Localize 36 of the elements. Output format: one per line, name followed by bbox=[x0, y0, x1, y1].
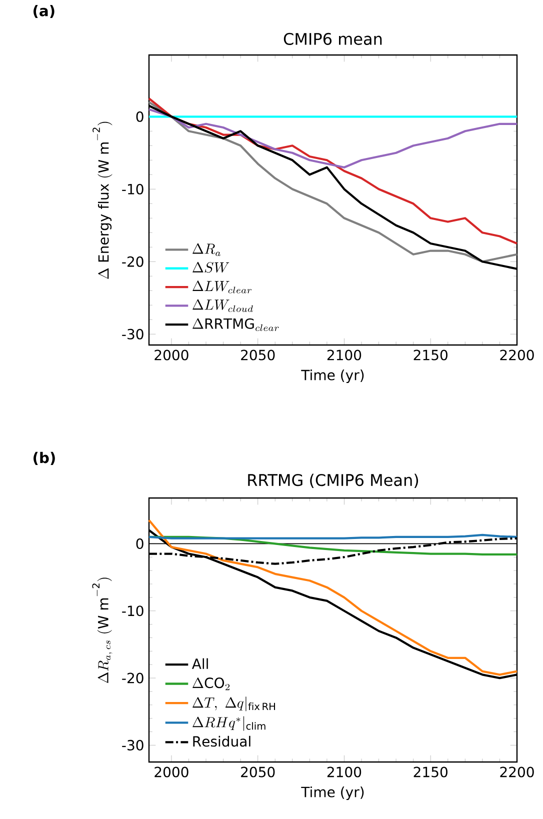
x-tick-label: 2100 bbox=[327, 350, 362, 360]
y-tick-label: -20 bbox=[122, 672, 144, 684]
legend-label: $\Delta\mathrm{RRTMG}_{clear}$ bbox=[192, 318, 279, 331]
y-tick-label: -10 bbox=[122, 184, 144, 194]
x-tick-label: 2000 bbox=[154, 766, 188, 778]
legend-label: $\Delta RHq^*|_{\mathrm{clim}}$ bbox=[192, 716, 266, 731]
legend-label: $\Delta SW$ bbox=[192, 262, 230, 273]
y-tick-label: -20 bbox=[122, 256, 144, 267]
y-tick-label: 0 bbox=[136, 111, 144, 122]
text: (b) bbox=[34, 452, 55, 465]
x-tick-label: 2050 bbox=[241, 766, 275, 778]
x-axis-title: Time (yr) bbox=[301, 786, 364, 800]
x-tick-label: 2200 bbox=[500, 350, 534, 360]
legend-label: $\mathrm{All}$ bbox=[192, 658, 208, 669]
legend-label: $\Delta R_a$ bbox=[192, 243, 220, 256]
y-tick-label: -30 bbox=[122, 740, 144, 750]
x-tick-label: 2200 bbox=[500, 766, 534, 778]
y-axis-title: $\Delta\ \mathrm{Energy\ flux\ (W\ m^{-2})}$ bbox=[92, 122, 112, 279]
chart-title: CMIP6 mean bbox=[284, 32, 382, 45]
legend-label: $\mathrm{Residual}$ bbox=[193, 736, 250, 747]
x-tick-label: 2100 bbox=[327, 766, 362, 778]
x-tick-label: 2000 bbox=[154, 350, 188, 360]
y-tick-label: -10 bbox=[122, 606, 144, 616]
y-axis-title: $\Delta R_{a,\,cs}\ \mathrm{(W\ m^{-2})}$ bbox=[92, 578, 112, 684]
x-axis-title: Time (yr) bbox=[301, 369, 364, 384]
x-tick-label: 2150 bbox=[414, 766, 448, 778]
y-tick-label: 0 bbox=[136, 538, 144, 549]
y-tick-label: -30 bbox=[122, 328, 144, 340]
legend-label: $\Delta LW_{clear}$ bbox=[192, 280, 252, 294]
chart-title: RRTMG (CMIP6 Mean) bbox=[248, 474, 418, 488]
legend-label: $\Delta LW_{cloud}$ bbox=[192, 299, 253, 312]
legend-label: $\Delta T,\ \Delta q|_{\mathrm{fix\,RH}}$ bbox=[192, 696, 275, 712]
x-tick-label: 2150 bbox=[414, 350, 448, 360]
x-tick-label: 2050 bbox=[241, 350, 275, 360]
text: (a) bbox=[34, 4, 54, 18]
legend-label: $\Delta\mathrm{CO}_2$ bbox=[192, 677, 230, 690]
